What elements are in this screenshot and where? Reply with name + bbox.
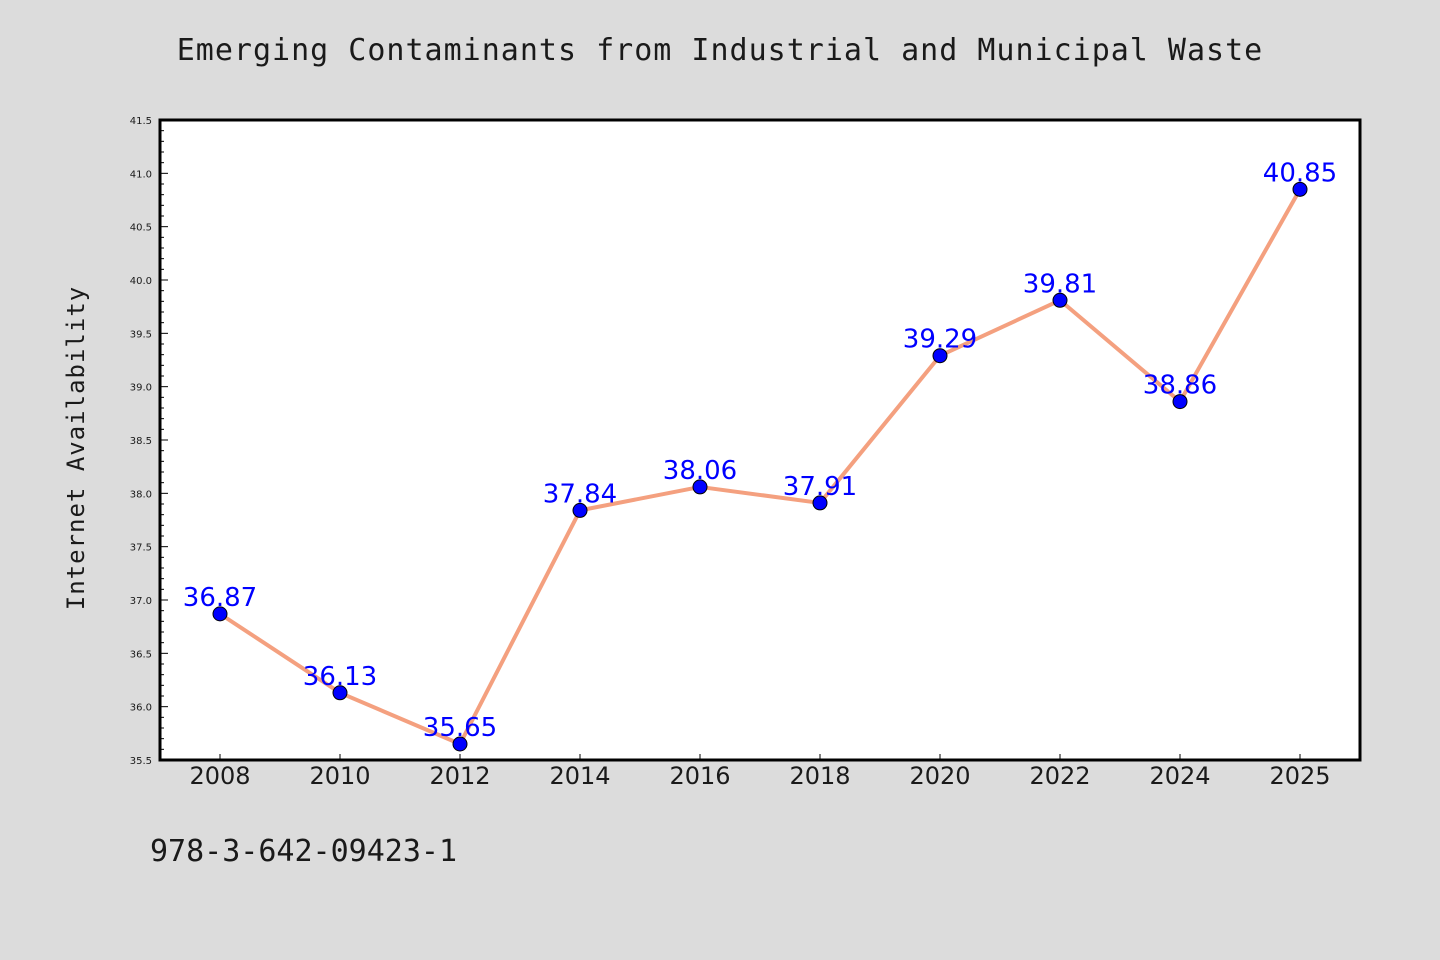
y-tick-label: 38.5 <box>130 436 152 447</box>
plot-frame <box>158 118 1362 762</box>
x-tick-label: 2010 <box>309 762 370 790</box>
data-label: 37.91 <box>783 472 857 502</box>
data-point <box>692 479 708 495</box>
x-tick-label: 2025 <box>1269 762 1330 790</box>
data-point <box>1292 181 1308 197</box>
data-point <box>212 606 228 622</box>
data-point <box>1172 394 1188 410</box>
data-label: 37.84 <box>543 479 617 509</box>
x-tick-label: 2020 <box>909 762 970 790</box>
x-tick-label: 2014 <box>549 762 610 790</box>
data-label: 35.65 <box>423 713 497 743</box>
plot-area <box>160 120 1360 760</box>
x-tick-label: 2024 <box>1149 762 1210 790</box>
x-tick-label: 2016 <box>669 762 730 790</box>
y-tick-label: 39.5 <box>130 329 152 340</box>
data-label: 38.86 <box>1143 371 1217 401</box>
y-tick-label: 36.5 <box>130 649 152 660</box>
isbn-text: 978-3-642-09423-1 <box>150 834 458 869</box>
data-label: 38.06 <box>663 456 737 486</box>
y-tick-label: 36.0 <box>130 703 152 714</box>
y-tick-label: 41.0 <box>130 169 152 180</box>
y-tick-label: 35.5 <box>130 756 152 767</box>
y-tick-label: 40.5 <box>130 223 152 234</box>
x-tick-label: 2012 <box>429 762 490 790</box>
series-line <box>218 187 1302 746</box>
y-tick-label: 41.5 <box>130 116 152 127</box>
data-point <box>332 685 348 701</box>
y-tick-label: 37.0 <box>130 596 152 607</box>
chart-title: Emerging Contaminants from Industrial an… <box>176 33 1264 68</box>
x-tick-label: 2008 <box>189 762 250 790</box>
data-label: 39.81 <box>1023 269 1097 299</box>
data-label: 40.85 <box>1263 158 1337 188</box>
y-tick-label: 37.5 <box>130 543 152 554</box>
data-point <box>452 736 468 752</box>
data-point <box>932 348 948 364</box>
data-point <box>812 495 828 511</box>
x-tick-label: 2022 <box>1029 762 1090 790</box>
y-tick-label: 39.0 <box>130 383 152 394</box>
x-tick-label: 2018 <box>789 762 850 790</box>
data-label: 36.87 <box>183 583 257 613</box>
y-tick-label: 38.0 <box>130 489 152 500</box>
y-tick-label: 40.0 <box>130 276 152 287</box>
data-label: 36.13 <box>303 662 377 692</box>
data-point <box>1052 292 1068 308</box>
data-label: 39.29 <box>903 325 977 355</box>
data-point <box>572 502 588 518</box>
